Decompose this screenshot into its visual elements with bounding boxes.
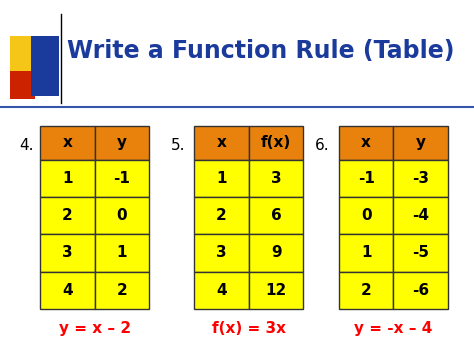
Text: x: x <box>361 135 371 151</box>
Bar <box>40 160 95 197</box>
Text: 1: 1 <box>117 245 128 261</box>
Text: 5.: 5. <box>171 138 185 153</box>
Bar <box>339 272 393 309</box>
Text: 1: 1 <box>361 245 372 261</box>
Bar <box>194 272 249 309</box>
Text: -5: -5 <box>412 245 429 261</box>
Bar <box>194 160 249 197</box>
Text: -1: -1 <box>358 171 374 186</box>
Text: 1: 1 <box>216 171 227 186</box>
Text: 9: 9 <box>271 245 282 261</box>
Bar <box>194 126 249 160</box>
Text: 2: 2 <box>216 208 227 223</box>
Bar <box>95 272 149 309</box>
Text: f(x) = 3x: f(x) = 3x <box>212 321 286 336</box>
Text: 3: 3 <box>271 171 282 186</box>
Text: 0: 0 <box>117 208 128 223</box>
Text: 6.: 6. <box>315 138 329 153</box>
Bar <box>40 234 95 272</box>
Bar <box>31 36 59 96</box>
Bar <box>393 234 448 272</box>
Bar <box>95 234 149 272</box>
Bar <box>249 126 303 160</box>
Bar <box>339 197 393 234</box>
Text: 12: 12 <box>265 283 287 298</box>
Text: 3: 3 <box>62 245 73 261</box>
Text: x: x <box>63 135 73 151</box>
Bar <box>339 126 393 160</box>
Text: -4: -4 <box>412 208 429 223</box>
Text: 2: 2 <box>117 283 128 298</box>
Bar <box>95 126 149 160</box>
Bar <box>40 272 95 309</box>
Text: 3: 3 <box>216 245 227 261</box>
Text: f(x): f(x) <box>261 135 291 151</box>
Bar <box>194 197 249 234</box>
Bar <box>393 160 448 197</box>
Text: Write a Function Rule (Table): Write a Function Rule (Table) <box>67 39 455 64</box>
Text: x: x <box>217 135 227 151</box>
Bar <box>194 234 249 272</box>
Text: y: y <box>117 135 127 151</box>
Bar <box>40 197 95 234</box>
Bar <box>339 234 393 272</box>
Bar <box>249 160 303 197</box>
Text: -6: -6 <box>412 283 429 298</box>
Text: -3: -3 <box>412 171 429 186</box>
Bar <box>249 234 303 272</box>
Bar <box>393 197 448 234</box>
Bar <box>393 272 448 309</box>
Text: 4: 4 <box>62 283 73 298</box>
Bar <box>10 36 35 71</box>
Text: 2: 2 <box>361 283 372 298</box>
Bar <box>95 197 149 234</box>
Bar <box>40 126 95 160</box>
Bar <box>339 160 393 197</box>
Text: 0: 0 <box>361 208 372 223</box>
Bar <box>249 272 303 309</box>
Text: 4.: 4. <box>19 138 33 153</box>
Text: 2: 2 <box>62 208 73 223</box>
Text: 1: 1 <box>62 171 73 186</box>
Bar <box>249 197 303 234</box>
Bar <box>95 160 149 197</box>
Text: y = -x – 4: y = -x – 4 <box>354 321 433 336</box>
Text: 6: 6 <box>271 208 282 223</box>
Text: y: y <box>416 135 426 151</box>
Text: y = x – 2: y = x – 2 <box>59 321 131 336</box>
Bar <box>393 126 448 160</box>
Text: -1: -1 <box>114 171 130 186</box>
Bar <box>10 71 35 99</box>
Text: 4: 4 <box>216 283 227 298</box>
